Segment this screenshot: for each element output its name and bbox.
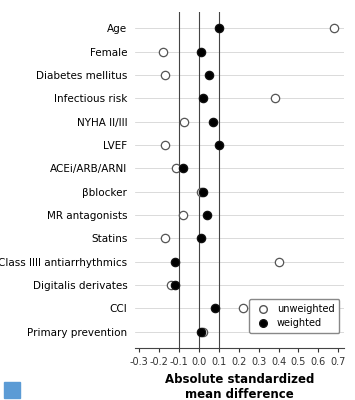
X-axis label: Absolute standardized
mean difference: Absolute standardized mean difference [165,372,314,400]
Legend: unweighted, weighted: unweighted, weighted [249,300,339,333]
